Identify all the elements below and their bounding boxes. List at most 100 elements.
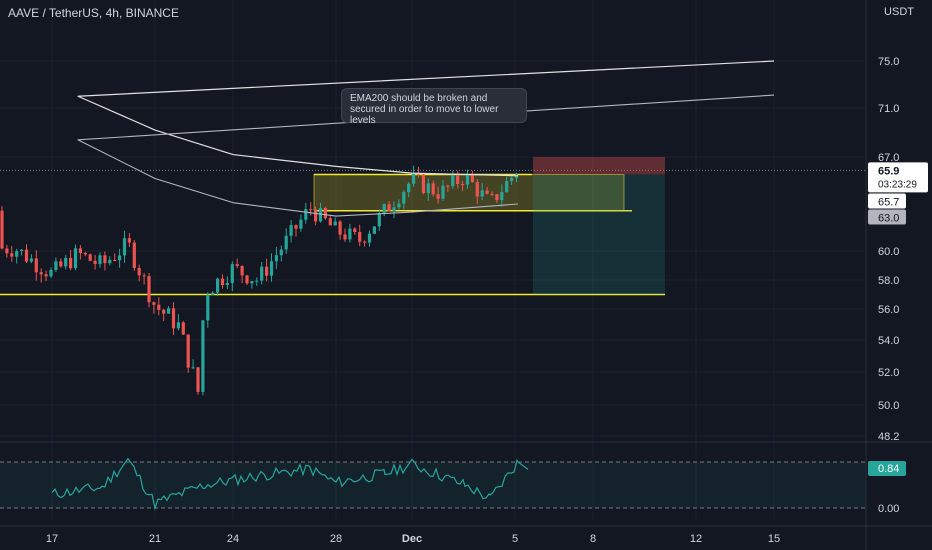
candle-body-33 [162, 309, 166, 314]
time-tick-label: 15 [768, 533, 780, 545]
candle-body-63 [309, 209, 313, 211]
candle-body-86 [421, 174, 425, 194]
current-price-box [868, 162, 928, 193]
candle-body-24 [118, 255, 122, 261]
time-tick-label: Dec [402, 533, 422, 545]
candle-body-81 [397, 203, 401, 208]
rsi-line [51, 457, 529, 511]
ema-fast-line [77, 60, 775, 177]
candle-body-44 [216, 278, 220, 293]
candle-body-98 [480, 190, 484, 197]
candle-body-47 [230, 264, 234, 284]
candles [0, 165, 519, 396]
short-position-tool[interactable] [533, 157, 665, 295]
candle-body-99 [485, 190, 489, 194]
candle-body-76 [372, 226, 376, 234]
candle-body-66 [323, 208, 327, 219]
time-tick-label: 17 [46, 533, 58, 545]
candle-body-0 [0, 210, 4, 249]
candle-body-83 [407, 183, 411, 193]
candle-body-19 [93, 260, 97, 264]
candle-body-94 [461, 183, 465, 185]
candle-body-97 [475, 182, 479, 197]
candle-body-45 [220, 278, 225, 286]
candle-body-18 [88, 254, 92, 261]
candle-body-39 [191, 367, 195, 369]
candle-body-93 [456, 175, 460, 184]
candle-body-8 [39, 272, 43, 275]
target-zone [533, 174, 665, 295]
candle-body-92 [451, 175, 455, 187]
candle-body-101 [495, 194, 499, 201]
candle-body-96 [470, 174, 474, 183]
candle-body-82 [402, 192, 406, 204]
candle-body-35 [171, 308, 176, 329]
price-tick-label: 75.0 [878, 56, 899, 68]
time-tick-label: 5 [512, 533, 518, 545]
countdown-label: 03:23:29 [878, 179, 917, 190]
candle-body-50 [245, 275, 249, 284]
candle-body-13 [64, 257, 68, 267]
candle-body-59 [289, 225, 293, 236]
candle-body-104 [510, 177, 514, 182]
candle-body-12 [59, 261, 63, 267]
candle-body-73 [358, 232, 362, 242]
candle-body-37 [181, 322, 185, 335]
candle-body-71 [348, 228, 352, 240]
candle-body-77 [377, 212, 381, 227]
candle-body-64 [314, 209, 318, 222]
candle-body-84 [412, 173, 416, 184]
candle-body-102 [500, 192, 504, 201]
candle-body-69 [338, 221, 342, 235]
candle-body-28 [137, 267, 141, 276]
symbol-title[interactable]: AAVE / TetherUS, 4h, BINANCE [8, 6, 179, 20]
candle-body-6 [29, 258, 33, 262]
candle-body-87 [426, 183, 430, 194]
candle-body-53 [260, 266, 264, 281]
candle-body-46 [225, 283, 229, 286]
candle-body-17 [83, 252, 87, 255]
candle-body-51 [250, 281, 254, 284]
candle-body-79 [387, 204, 391, 212]
rsi-value-box [868, 461, 906, 476]
candle-body-27 [132, 242, 136, 268]
candle-body-90 [441, 185, 445, 199]
candle-body-67 [328, 218, 332, 226]
candle-body-22 [108, 259, 112, 264]
candle-body-4 [20, 249, 24, 252]
candle-body-103 [505, 181, 509, 193]
candle-body-25 [122, 238, 127, 256]
candle-body-32 [157, 304, 161, 310]
candle-body-70 [343, 234, 347, 240]
price-tick-label: 50.0 [878, 400, 899, 412]
candle-body-15 [73, 248, 78, 269]
annotation-callout[interactable]: EMA200 should be broken and secured in o… [341, 88, 527, 126]
candle-body-43 [211, 292, 215, 295]
time-tick-label: 12 [690, 533, 702, 545]
candle-body-42 [206, 294, 210, 321]
candle-body-20 [98, 255, 102, 264]
candle-body-54 [265, 266, 269, 276]
price-tick-label: 48.2 [878, 431, 899, 443]
candle-body-34 [167, 308, 171, 314]
marker-2-box [868, 209, 906, 225]
candle-body-40 [196, 367, 200, 392]
candle-body-62 [304, 209, 308, 220]
candle-body-65 [318, 208, 323, 222]
candle-body-10 [49, 270, 53, 277]
candle-body-26 [127, 238, 131, 243]
price-tick-label: 71.0 [878, 103, 899, 115]
time-tick-label: 21 [149, 533, 161, 545]
price-tick-label: 56.0 [878, 304, 899, 316]
stop-zone [533, 157, 665, 175]
candle-body-5 [24, 249, 29, 262]
candle-body-30 [147, 276, 151, 303]
price-tick-label: 67.0 [878, 152, 899, 164]
candle-body-7 [34, 258, 38, 273]
candle-body-16 [78, 248, 82, 253]
candle-body-72 [353, 228, 357, 233]
candle-body-9 [44, 274, 48, 277]
